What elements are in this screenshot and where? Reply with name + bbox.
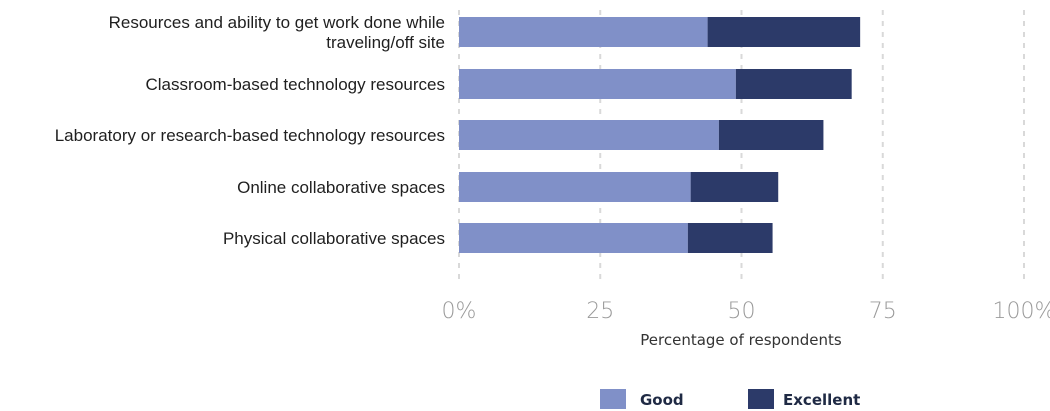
bar-excellent-0 [707, 17, 861, 47]
category-label-2: Laboratory or research-based technology … [55, 126, 445, 145]
legend-swatch-excellent [748, 389, 774, 409]
category-label-0: Resources and ability to get work done w… [109, 13, 445, 52]
bar-excellent-3 [690, 172, 779, 202]
legend-label-good: Good [640, 391, 684, 409]
x-tick-label-3: 75 [869, 299, 897, 324]
legend: Good Excellent [600, 389, 860, 409]
x-tick-label-0: 0% [442, 299, 477, 324]
bar-excellent-1 [735, 69, 852, 99]
x-axis-title: Percentage of respondents [640, 331, 842, 349]
category-label-1: Classroom-based technology resources [145, 75, 445, 94]
x-tick-label-2: 50 [728, 299, 756, 324]
category-labels: Resources and ability to get work done w… [55, 13, 445, 248]
bars [459, 17, 861, 253]
x-tick-label-1: 25 [586, 299, 614, 324]
x-tick-label-4: 100% [993, 299, 1050, 324]
category-label-4: Physical collaborative spaces [223, 229, 445, 248]
bar-excellent-4 [687, 223, 773, 253]
x-tick-labels: 0% 25 50 75 100% [442, 299, 1050, 324]
category-label-3: Online collaborative spaces [237, 178, 445, 197]
bar-good-0 [459, 17, 708, 47]
bar-good-4 [459, 223, 688, 253]
bar-good-3 [459, 172, 691, 202]
legend-swatch-good [600, 389, 626, 409]
bar-good-2 [459, 120, 719, 150]
bar-excellent-2 [718, 120, 824, 150]
bar-good-1 [459, 69, 736, 99]
legend-label-excellent: Excellent [783, 391, 860, 409]
